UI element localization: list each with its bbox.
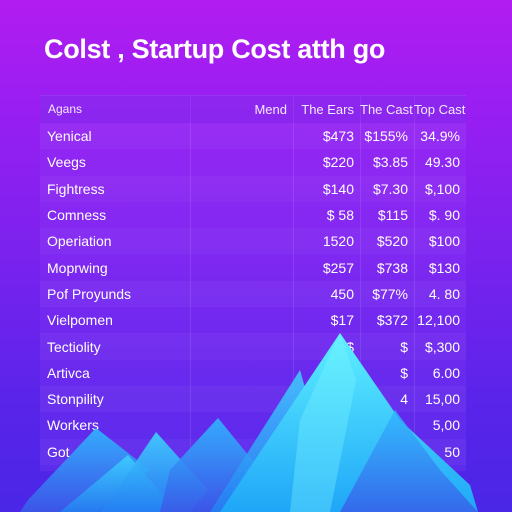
cell-top-cast: 6.00 [432, 364, 460, 381]
cell-the-cast: $372 [376, 312, 408, 329]
cell-top-cast: $. 90 [428, 207, 460, 224]
cell-mend [190, 228, 293, 254]
column-header[interactable]: Mend [190, 95, 293, 123]
cell-mend [190, 386, 293, 412]
table-row[interactable]: Yenical $473 $155% 34.9% [40, 123, 466, 149]
row-label: Got [40, 439, 190, 465]
table-row[interactable]: Fightress $140 $7.30 $,100 [40, 176, 466, 202]
cell-mend [190, 254, 293, 280]
cell-the-ears: 450 [293, 281, 360, 307]
row-label: Tectiolity [40, 333, 190, 359]
table-row[interactable]: Stonpility 4 15,00 [40, 386, 466, 412]
table-row[interactable]: Workers 5,00 [40, 412, 466, 438]
cell-the-cast: $ [360, 333, 414, 359]
column-header[interactable]: The Cast [360, 95, 414, 123]
cell-the-ears [293, 439, 360, 465]
cell-mend [190, 412, 293, 438]
cell-mend [190, 439, 293, 465]
table-row[interactable]: Comness $ 58 $115 $. 90 [40, 202, 466, 228]
table-row[interactable]: Tectiolity $ $ $,300 [40, 333, 466, 359]
table-header-row: Agans Mend The Ears The Cast Top Cast [40, 95, 466, 123]
cell-the-cast: 4 [360, 386, 414, 412]
cell-mend [190, 123, 293, 149]
cell-top-cast: 50 [414, 439, 466, 465]
row-label: Moprwing [47, 259, 108, 276]
cell-the-ears: $17 [330, 312, 354, 329]
row-label: Operiation [40, 228, 190, 254]
table-row[interactable]: Moprwing $257 $738 $130 [40, 254, 466, 280]
cell-top-cast: 34.9% [414, 123, 466, 149]
cell-the-ears [293, 386, 360, 412]
cell-mend [190, 202, 293, 228]
cell-the-cast: $7.30 [360, 176, 414, 202]
cell-the-cast [360, 412, 414, 438]
cell-top-cast: $,300 [414, 333, 466, 359]
cell-the-ears: $ 58 [326, 207, 354, 224]
cell-the-ears: $140 [293, 176, 360, 202]
cell-the-ears: 1520 [293, 228, 360, 254]
table-row[interactable]: Vielpomen $17 $372 12,100 [40, 307, 466, 333]
cell-the-cast: $3.85 [372, 154, 408, 171]
cell-the-cast: $ [400, 364, 408, 381]
cell-mend [190, 176, 293, 202]
row-label: Yenical [40, 123, 190, 149]
column-header[interactable]: The Ears [293, 95, 360, 123]
cell-top-cast: 12,100 [417, 312, 460, 329]
cell-mend [190, 333, 293, 359]
cell-the-cast: $77% [360, 281, 414, 307]
row-label: Vielpomen [47, 312, 113, 329]
cell-mend [190, 281, 293, 307]
cell-top-cast: 15,00 [414, 386, 466, 412]
row-label: Comness [47, 207, 107, 224]
cell-the-ears: $ [293, 333, 360, 359]
cell-the-ears: $473 [293, 123, 360, 149]
table-row[interactable]: Pof Proyunds 450 $77% 4. 80 [40, 281, 466, 307]
cell-the-ears: $220 [322, 154, 354, 171]
cell-the-cast: $520 [360, 228, 414, 254]
cell-the-ears: $ [346, 364, 354, 381]
cell-top-cast: $130 [428, 259, 460, 276]
cell-mend [190, 360, 293, 386]
table-row[interactable]: Operiation 1520 $520 $100 [40, 228, 466, 254]
row-label: Artivca [47, 364, 90, 381]
cell-the-cast: $155% [360, 123, 414, 149]
cell-top-cast: 4. 80 [414, 281, 466, 307]
column-header[interactable]: Top Cast [414, 95, 466, 123]
cell-top-cast: 49.30 [424, 154, 460, 171]
cell-the-ears [293, 412, 360, 438]
cell-the-ears: $257 [322, 259, 354, 276]
page-title: Colst , Startup Cost atth go [44, 34, 386, 64]
table-row[interactable]: Artivca $ $6.00 [40, 360, 466, 386]
column-header[interactable]: Agans [40, 95, 190, 123]
row-label: Stonpility [40, 386, 190, 412]
cost-table: Agans Mend The Ears The Cast Top Cast Ye… [40, 95, 466, 465]
cell-top-cast: 5,00 [432, 417, 460, 434]
table-body: Yenical $473 $155% 34.9% Veegs $220 $3.85 49.30… [40, 123, 466, 465]
cell-top-cast: $100 [414, 228, 466, 254]
cell-the-cast: $738 [376, 259, 408, 276]
cell-the-cast: $115 [377, 207, 408, 224]
table-row[interactable]: Got 50 [40, 439, 466, 465]
cell-the-cast [360, 439, 414, 465]
column-divider [190, 96, 191, 471]
cell-mend [190, 149, 293, 175]
row-label: Workers [47, 417, 99, 434]
cell-top-cast: $,100 [414, 176, 466, 202]
row-label: Pof Proyunds [40, 281, 190, 307]
column-divider [414, 96, 415, 471]
row-label: Fightress [40, 176, 190, 202]
column-divider [293, 96, 294, 471]
table-row[interactable]: Veegs $220 $3.85 49.30 [40, 149, 466, 175]
row-label: Veegs [47, 154, 86, 171]
column-divider [360, 96, 361, 471]
cell-mend [190, 307, 293, 333]
